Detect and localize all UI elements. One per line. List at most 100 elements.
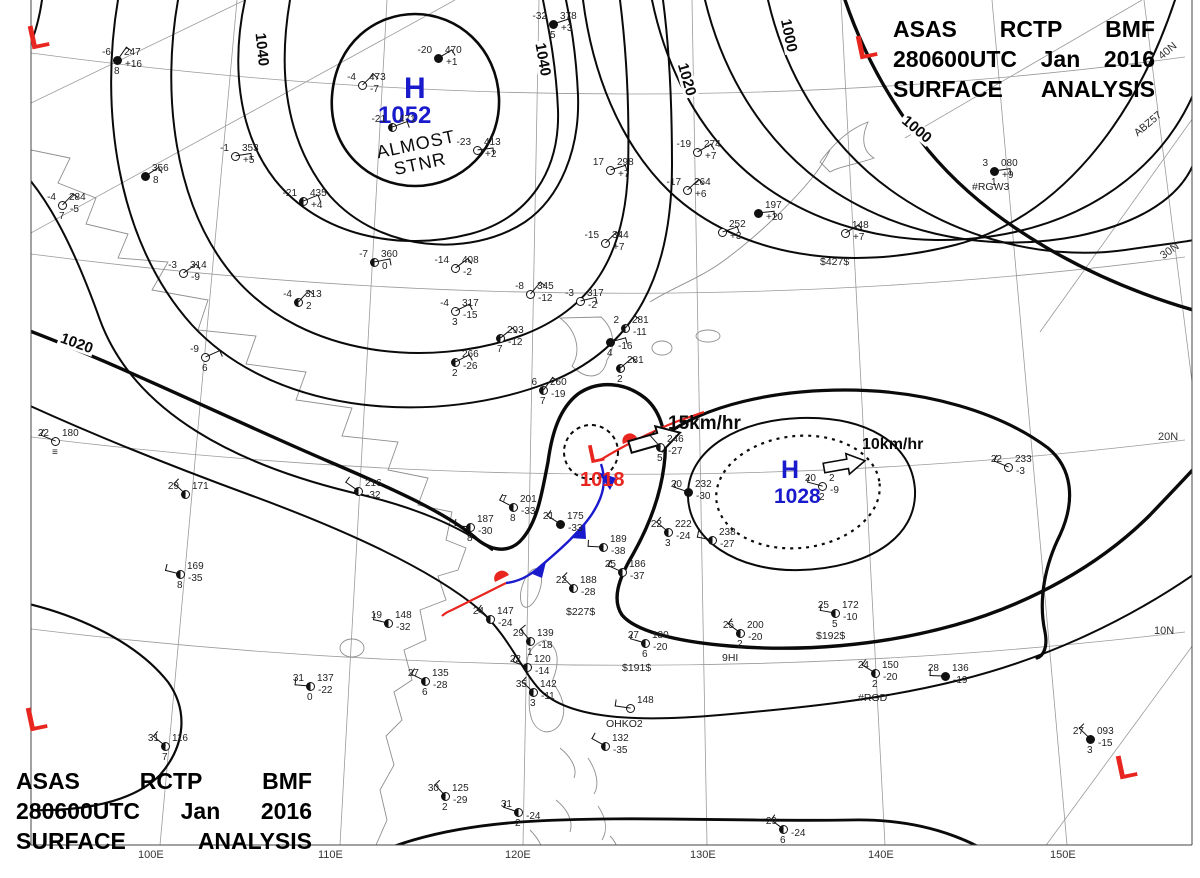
station-temp: -4 bbox=[283, 289, 292, 300]
station-pressure: 284 bbox=[69, 192, 86, 203]
station-dewpoint: -19 bbox=[953, 675, 968, 686]
station-dewpoint: -26 bbox=[463, 361, 478, 372]
station-dewpoint: +3 bbox=[561, 23, 573, 34]
station-temp: 22 bbox=[555, 575, 567, 586]
station-temp: 17 bbox=[592, 157, 604, 168]
station-pressure: 147 bbox=[497, 606, 514, 617]
station-pressure: 148 bbox=[395, 610, 412, 621]
station-temp: 27 bbox=[627, 630, 639, 641]
movement-speed-label: 15km/hr bbox=[668, 413, 741, 434]
station-dewpoint: 8 bbox=[153, 175, 159, 186]
latitude-label: 10N bbox=[1154, 625, 1175, 637]
station-dewpoint: -20 bbox=[883, 672, 898, 683]
station-dewpoint: -18 bbox=[538, 640, 553, 651]
isobar bbox=[283, 0, 580, 246]
title-word: 2016 bbox=[260, 798, 312, 824]
pressure-center-value: 1028 bbox=[774, 485, 821, 508]
chart-title-top-right: ASAS RCTP BMF 280600UTC Jan 2016 SURFACE ANALYS… bbox=[893, 14, 1155, 104]
station-temp: -15 bbox=[584, 230, 599, 241]
station-dewpoint: +16 bbox=[125, 59, 142, 70]
station-pressure: 252 bbox=[729, 219, 746, 230]
station-weather: 3 bbox=[530, 698, 536, 709]
station-pressure: 353 bbox=[242, 143, 259, 154]
coastline bbox=[695, 329, 721, 343]
ship-id-label: #RGD bbox=[858, 692, 888, 704]
station-pressure: 139 bbox=[537, 628, 554, 639]
station-dewpoint: -24 bbox=[526, 811, 541, 822]
coastline bbox=[649, 149, 831, 303]
station-dewpoint: 2 bbox=[306, 301, 312, 312]
title-word: Jan bbox=[180, 798, 221, 824]
station-dewpoint: -32 bbox=[396, 622, 411, 633]
station-weather: 1 bbox=[991, 177, 997, 188]
station-pressure: 200 bbox=[747, 620, 764, 631]
station-dewpoint: +7 bbox=[853, 232, 865, 243]
station-weather: 8 bbox=[467, 533, 473, 544]
station-pressure: 180 bbox=[652, 630, 669, 641]
longitude-label: 140E bbox=[868, 849, 894, 861]
warm-front-semicircle bbox=[494, 570, 509, 582]
station-pressure: 470 bbox=[445, 45, 462, 56]
station-weather: 7 bbox=[59, 211, 65, 222]
station-pressure: 142 bbox=[540, 679, 557, 690]
station-dewpoint: -2 bbox=[463, 267, 472, 278]
title-word: ANALYSIS bbox=[197, 828, 312, 854]
station-temp: -9 bbox=[190, 344, 199, 355]
station-temp: -4 bbox=[347, 72, 356, 83]
station-weather: 7 bbox=[497, 344, 503, 355]
station-pressure: 298 bbox=[617, 157, 634, 168]
station-pressure: 148 bbox=[637, 695, 654, 706]
station-pressure: 093 bbox=[1097, 726, 1114, 737]
station-temp: -14 bbox=[434, 255, 449, 266]
station-pressure: 136 bbox=[952, 663, 969, 674]
title-row: ASAS RCTP BMF bbox=[16, 766, 312, 796]
station-temp: -7 bbox=[359, 249, 368, 260]
title-word: SURFACE bbox=[893, 76, 1003, 102]
station-temp: 27 bbox=[407, 668, 419, 679]
station-pressure: 116 bbox=[172, 733, 188, 744]
station-temp: -8 bbox=[515, 281, 524, 292]
station-dewpoint: -33 bbox=[568, 523, 583, 534]
title-word: SURFACE bbox=[16, 828, 126, 854]
isobar bbox=[662, 388, 1072, 660]
title-word: RCTP bbox=[999, 16, 1063, 42]
coastline bbox=[31, 149, 467, 845]
station-temp: 22 bbox=[990, 454, 1002, 465]
title-row: SURFACE ANALYSIS bbox=[893, 74, 1155, 104]
station-pressure: 150 bbox=[882, 660, 899, 671]
station-weather: 7 bbox=[540, 396, 546, 407]
cold-front bbox=[505, 463, 605, 585]
low-center-dashed-circle bbox=[563, 424, 619, 480]
station-dewpoint: -9 bbox=[191, 272, 200, 283]
warm-front bbox=[601, 410, 705, 460]
isobar bbox=[31, 405, 1192, 720]
isobar bbox=[582, 0, 1176, 259]
coastline bbox=[609, 835, 617, 845]
station-pressure: 281 bbox=[632, 315, 649, 326]
coastline bbox=[587, 757, 598, 795]
isobar-value-label: 1040 bbox=[251, 30, 272, 69]
station-weather: 6 bbox=[422, 687, 428, 698]
title-word: 280600UTC bbox=[893, 46, 1018, 72]
station-dewpoint: +7 bbox=[705, 151, 717, 162]
station-weather: 8 bbox=[177, 580, 183, 591]
station-temp: 28 bbox=[927, 663, 939, 674]
station-temp: 25 bbox=[604, 559, 616, 570]
station-dewpoint: -29 bbox=[453, 795, 468, 806]
station-temp: 29 bbox=[167, 481, 179, 492]
station-temp: 22 bbox=[650, 519, 662, 530]
station-temp: 29 bbox=[512, 628, 524, 639]
station-dewpoint: +7 bbox=[618, 169, 630, 180]
station-dewpoint: -20 bbox=[653, 642, 668, 653]
isobar bbox=[237, 0, 560, 243]
station-pressure: 175 bbox=[567, 511, 584, 522]
coastline bbox=[555, 799, 572, 833]
station-dewpoint: 0 bbox=[382, 261, 388, 272]
coastline bbox=[558, 316, 614, 377]
station-pressure: 125 bbox=[452, 783, 469, 794]
station-pressure: 233 bbox=[1015, 454, 1032, 465]
station-dewpoint: -24 bbox=[791, 828, 806, 839]
station-dewpoint: -10 bbox=[843, 612, 858, 623]
longitude-label: 120E bbox=[505, 849, 531, 861]
